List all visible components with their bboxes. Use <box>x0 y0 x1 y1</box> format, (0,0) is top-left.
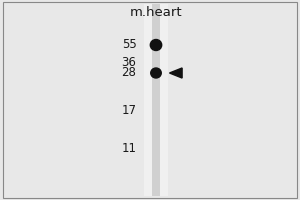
Text: 17: 17 <box>122 104 136 117</box>
Bar <box>144 4 168 196</box>
Ellipse shape <box>151 68 161 78</box>
Text: m.heart: m.heart <box>130 6 182 20</box>
Polygon shape <box>169 68 182 78</box>
Ellipse shape <box>150 40 162 50</box>
Text: 55: 55 <box>122 38 136 51</box>
Text: 28: 28 <box>122 66 136 79</box>
Bar <box>152 4 160 196</box>
Text: 36: 36 <box>122 56 136 70</box>
Text: 11: 11 <box>122 142 136 156</box>
